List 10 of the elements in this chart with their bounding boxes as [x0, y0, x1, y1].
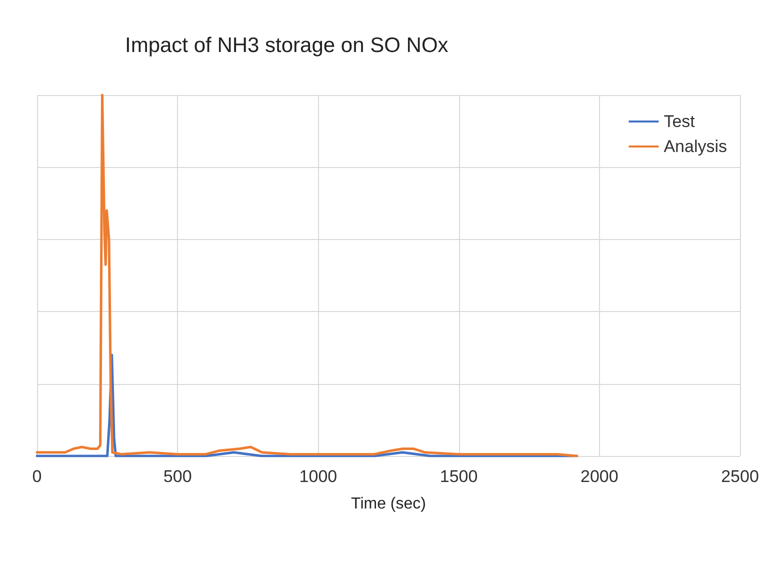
x-tick-label: 1500: [440, 467, 478, 486]
x-axis-title: Time (sec): [351, 496, 426, 512]
chart-title: Impact of NH3 storage on SO NOx: [125, 34, 449, 57]
x-tick-label: 1000: [299, 467, 338, 486]
x-tick-label: 0: [32, 467, 42, 486]
x-tick-label: 500: [163, 467, 192, 486]
x-tick-label: 2500: [721, 467, 759, 486]
legend-label: Analysis: [664, 137, 728, 156]
legend-label: Test: [664, 112, 696, 131]
x-tick-label: 2000: [580, 467, 618, 486]
